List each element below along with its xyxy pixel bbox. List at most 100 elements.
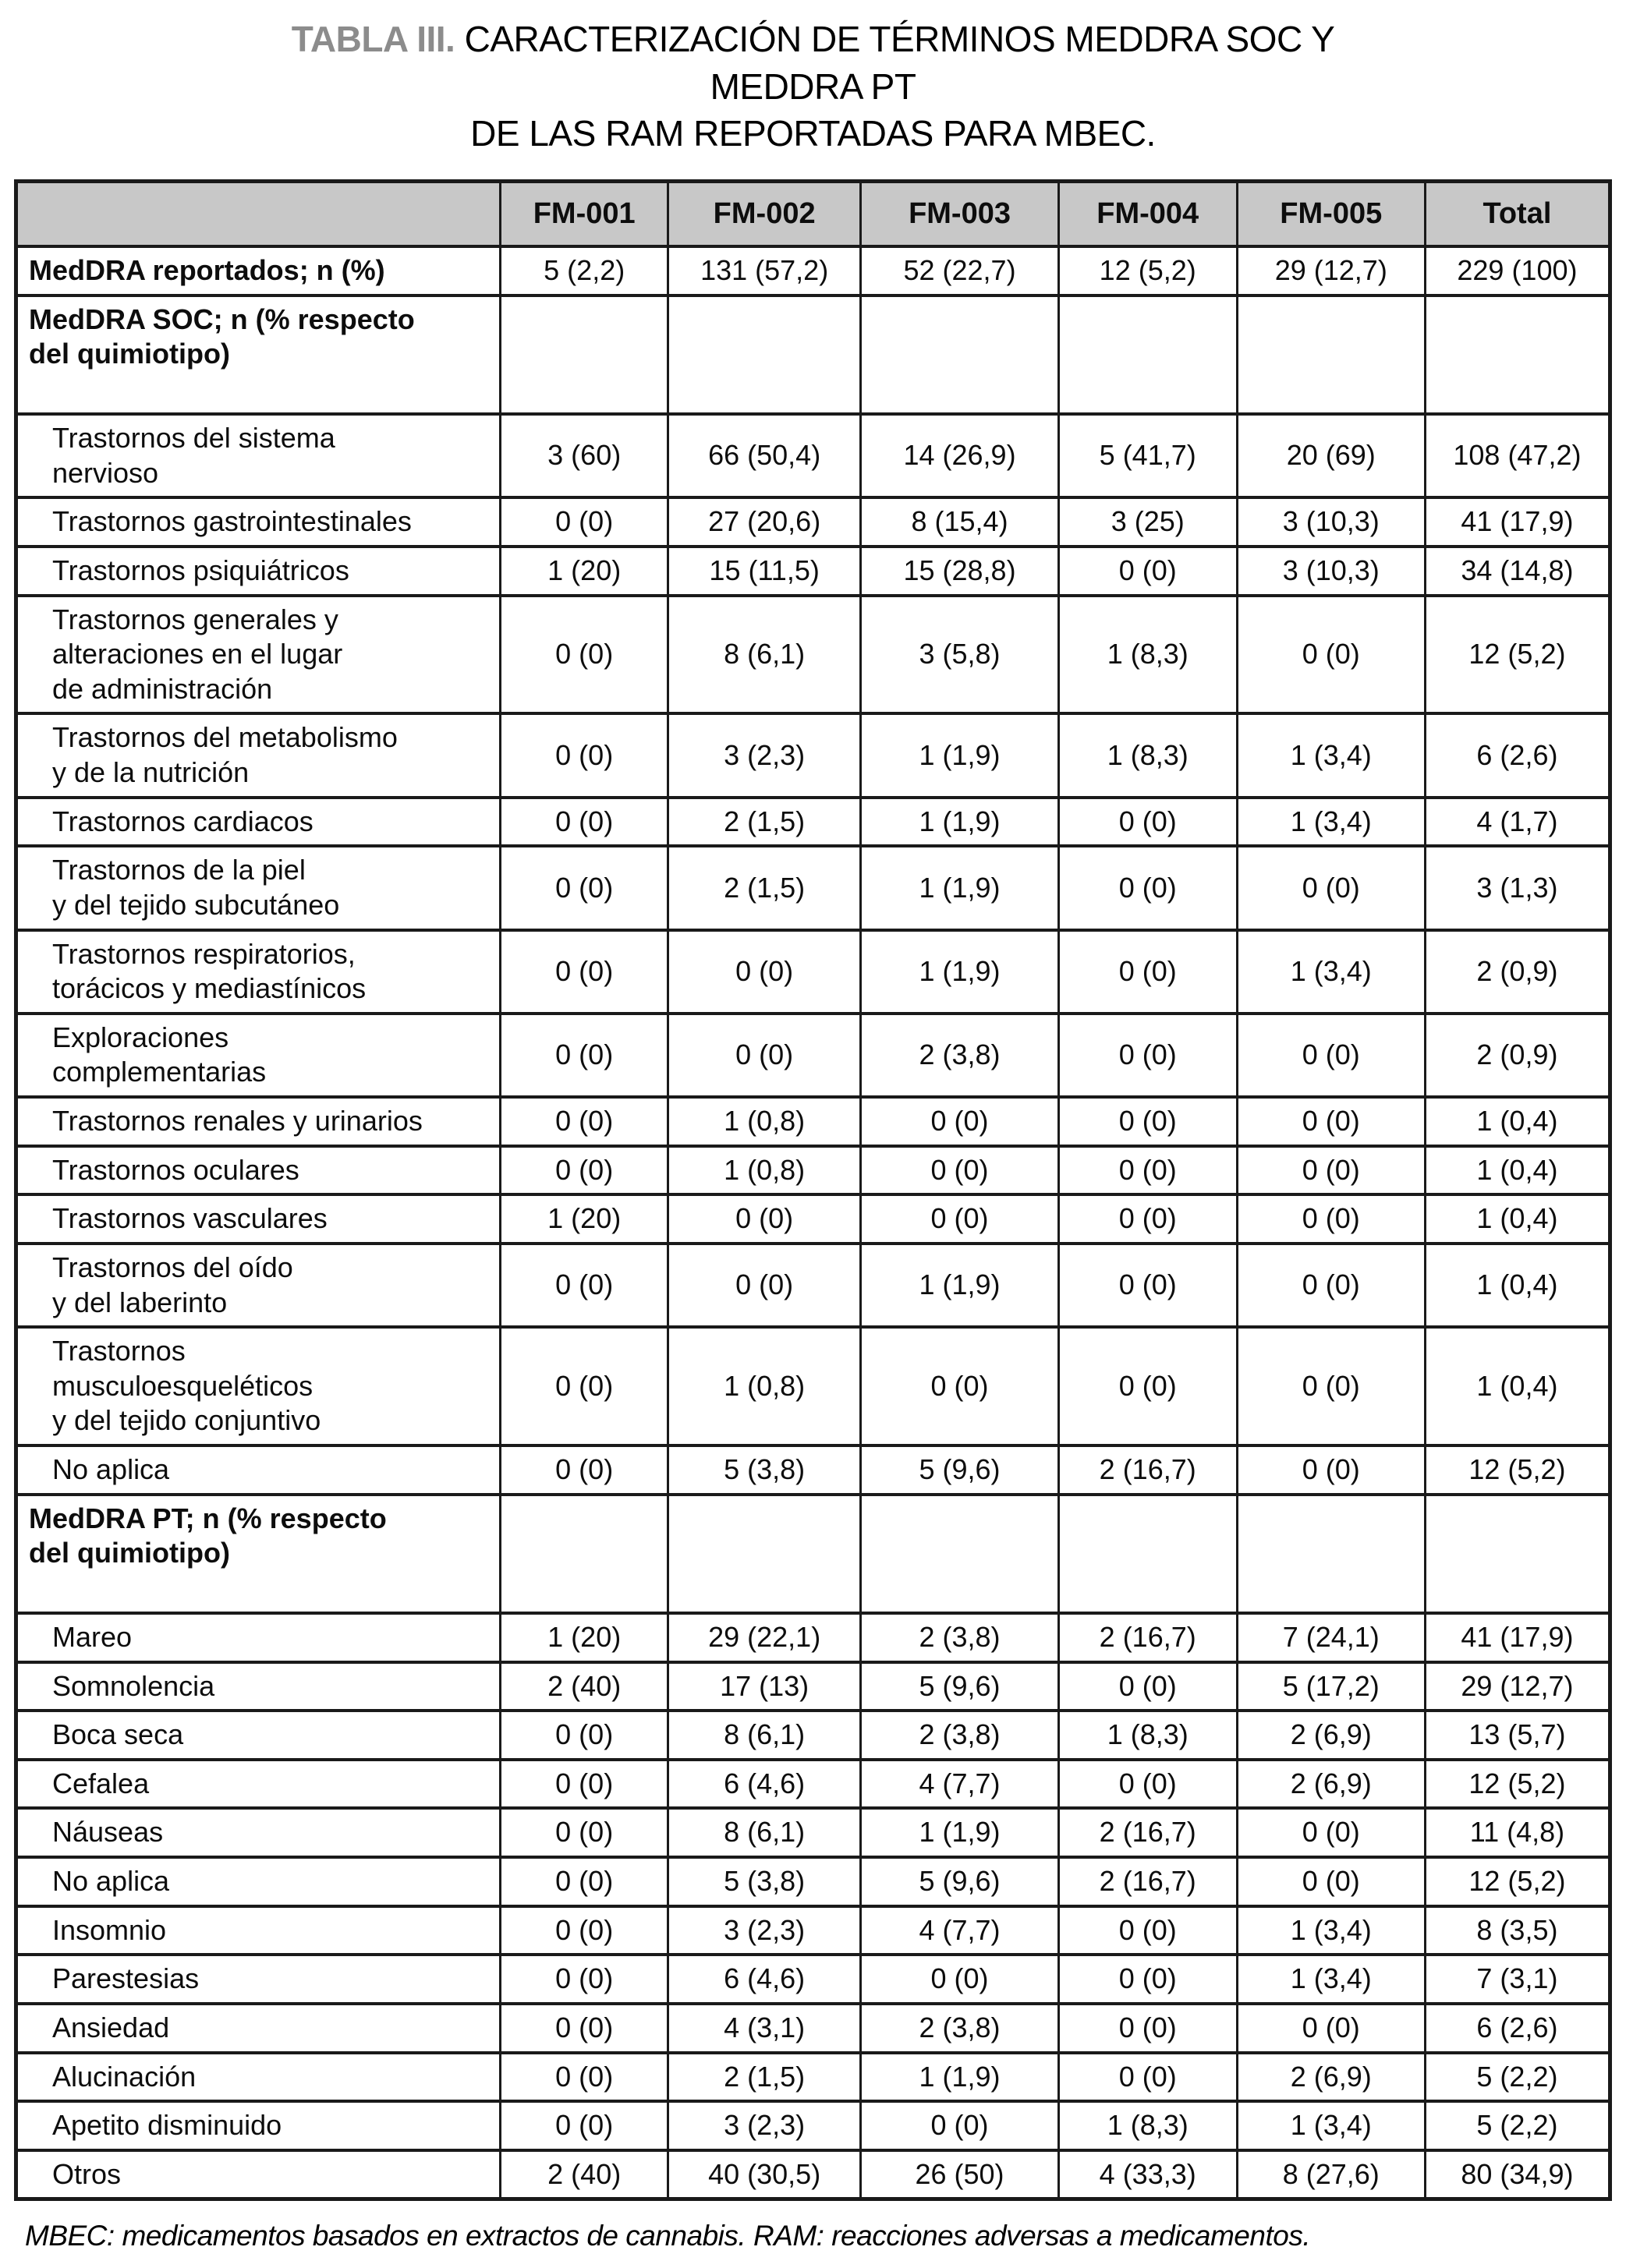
footnote: MBEC: medicamentos basados en extractos … <box>25 2220 1311 2252</box>
column-header-fm-001: FM-001 <box>499 179 669 249</box>
cell-value: 4 (33,3) <box>1057 2148 1238 2201</box>
cell-value: 0 (0) <box>1235 1806 1426 1859</box>
cell-value: 5 (2,2) <box>1423 2100 1612 2152</box>
cell-value: 6 (2,6) <box>1423 2001 1612 2054</box>
table-row: Trastornos gastrointestinales 0 (0) 27 (20… <box>14 496 1612 548</box>
cell-value: 3 (10,3) <box>1235 496 1426 548</box>
cell-value: 5 (3,8) <box>666 1444 863 1496</box>
cell-value <box>499 1492 669 1615</box>
cell-value: 1 (0,4) <box>1423 1095 1612 1148</box>
cell-value: 3 (2,3) <box>666 2100 863 2152</box>
row-label: Trastornos gastrointestinales <box>14 496 502 548</box>
cell-value: 0 (0) <box>1057 1193 1238 1245</box>
meddra-table: FM-001 FM-002 FM-003 FM-004 FM-005 Total… <box>14 179 1612 2202</box>
cell-value: 26 (50) <box>859 2148 1060 2201</box>
cell-value: 0 (0) <box>1057 1011 1238 1099</box>
cell-value: 0 (0) <box>1057 2001 1238 2054</box>
table-body: MedDRA reportados; n (%) 5 (2,2) 131 (57,2… <box>14 245 1612 2201</box>
cell-value: 1 (8,3) <box>1057 712 1238 799</box>
table-row: Somnolencia 2 (40) 17 (13) 5 (9,6) 0 (0) 5 (1… <box>14 1660 1612 1713</box>
row-label: No aplica <box>14 1444 502 1496</box>
row-label: Trastornos psiquiátricos <box>14 544 502 597</box>
cell-value: 6 (2,6) <box>1423 712 1612 799</box>
table-row: Boca seca 0 (0) 8 (6,1) 2 (3,8) 1 (8,3) 2 (6,… <box>14 1709 1612 1761</box>
cell-value: 29 (22,1) <box>666 1611 863 1664</box>
cell-value: 0 (0) <box>499 2050 669 2103</box>
cell-value: 0 (0) <box>499 1325 669 1448</box>
cell-value: 0 (0) <box>1057 544 1238 597</box>
cell-value: 1 (8,3) <box>1057 593 1238 716</box>
cell-value: 1 (0,4) <box>1423 1144 1612 1197</box>
cell-value: 1 (3,4) <box>1235 1904 1426 1957</box>
cell-value: 0 (0) <box>1235 1144 1426 1197</box>
cell-value: 3 (5,8) <box>859 593 1060 716</box>
cell-value: 0 (0) <box>666 928 863 1015</box>
cell-value: 7 (24,1) <box>1235 1611 1426 1664</box>
cell-value: 3 (1,3) <box>1423 844 1612 932</box>
row-label: Otros <box>14 2148 502 2201</box>
table-row: Mareo 1 (20) 29 (22,1) 2 (3,8) 2 (16,7) 7 (24… <box>14 1611 1612 1664</box>
row-label: Exploraciones complementarias <box>14 1011 502 1099</box>
row-label: Trastornos vasculares <box>14 1193 502 1245</box>
table-row: Trastornos cardiacos 0 (0) 2 (1,5) 1 (1,9) 0… <box>14 795 1612 848</box>
cell-value: 0 (0) <box>859 1953 1060 2005</box>
cell-value: 12 (5,2) <box>1423 1757 1612 1810</box>
row-label: Ansiedad <box>14 2001 502 2054</box>
cell-value: 0 (0) <box>499 1856 669 1908</box>
row-label: Trastornos del sistema nervioso <box>14 412 502 500</box>
cell-value: 0 (0) <box>499 1241 669 1329</box>
cell-value: 2 (3,8) <box>859 2001 1060 2054</box>
cell-value: 2 (1,5) <box>666 844 863 932</box>
cell-value: 4 (1,7) <box>1423 795 1612 848</box>
cell-value: 1 (20) <box>499 544 669 597</box>
cell-value: 1 (0,8) <box>666 1095 863 1148</box>
cell-value: 0 (0) <box>499 1904 669 1957</box>
cell-value: 2 (3,8) <box>859 1709 1060 1761</box>
cell-value: 1 (0,4) <box>1423 1241 1612 1329</box>
row-label: Trastornos generales y alteraciones en e… <box>14 593 502 716</box>
row-label: Trastornos oculares <box>14 1144 502 1197</box>
cell-value: 20 (69) <box>1235 412 1426 500</box>
cell-value: 12 (5,2) <box>1423 1856 1612 1908</box>
cell-value: 0 (0) <box>499 1757 669 1810</box>
cell-value: 5 (9,6) <box>859 1856 1060 1908</box>
cell-value: 1 (20) <box>499 1193 669 1245</box>
table-row: MedDRA PT; n (% respecto del quimiotipo) <box>14 1492 1612 1615</box>
cell-value: 8 (15,4) <box>859 496 1060 548</box>
cell-value: 0 (0) <box>1057 1095 1238 1148</box>
row-label: Parestesias <box>14 1953 502 2005</box>
cell-value: 2 (1,5) <box>666 2050 863 2103</box>
cell-value: 2 (0,9) <box>1423 928 1612 1015</box>
table-row: Trastornos renales y urinarios 0 (0) 1 (0,… <box>14 1095 1612 1148</box>
column-header-fm-003: FM-003 <box>859 179 1060 249</box>
cell-value: 8 (6,1) <box>666 1709 863 1761</box>
cell-value: 0 (0) <box>666 1241 863 1329</box>
cell-value: 0 (0) <box>1057 844 1238 932</box>
cell-value: 0 (0) <box>859 1325 1060 1448</box>
cell-value: 1 (3,4) <box>1235 795 1426 848</box>
row-label: Mareo <box>14 1611 502 1664</box>
table-row: No aplica 0 (0) 5 (3,8) 5 (9,6) 2 (16,7) 0 (0… <box>14 1444 1612 1496</box>
table-row: Ansiedad 0 (0) 4 (3,1) 2 (3,8) 0 (0) 0 (0) 6 (… <box>14 2001 1612 2054</box>
cell-value: 0 (0) <box>1235 1325 1426 1448</box>
cell-value: 2 (3,8) <box>859 1611 1060 1664</box>
table-row: Cefalea 0 (0) 6 (4,6) 4 (7,7) 0 (0) 2 (6,9) 12… <box>14 1757 1612 1810</box>
cell-value: 2 (6,9) <box>1235 1709 1426 1761</box>
cell-value: 0 (0) <box>1235 1095 1426 1148</box>
row-label: Trastornos musculoesqueléticos y del tej… <box>14 1325 502 1448</box>
cell-value: 0 (0) <box>1057 795 1238 848</box>
cell-value: 0 (0) <box>499 844 669 932</box>
cell-value: 1 (1,9) <box>859 2050 1060 2103</box>
cell-value: 1 (1,9) <box>859 795 1060 848</box>
cell-value: 0 (0) <box>1057 1757 1238 1810</box>
cell-value: 0 (0) <box>859 2100 1060 2152</box>
cell-value: 2 (0,9) <box>1423 1011 1612 1099</box>
row-label: Náuseas <box>14 1806 502 1859</box>
cell-value: 0 (0) <box>1057 1325 1238 1448</box>
table-title-prefix: TABLA III. <box>291 19 455 59</box>
cell-value: 29 (12,7) <box>1423 1660 1612 1713</box>
cell-value: 1 (8,3) <box>1057 1709 1238 1761</box>
cell-value: 41 (17,9) <box>1423 1611 1612 1664</box>
table-row: Parestesias 0 (0) 6 (4,6) 0 (0) 0 (0) 1 (3,4)… <box>14 1953 1612 2005</box>
cell-value: 2 (16,7) <box>1057 1806 1238 1859</box>
